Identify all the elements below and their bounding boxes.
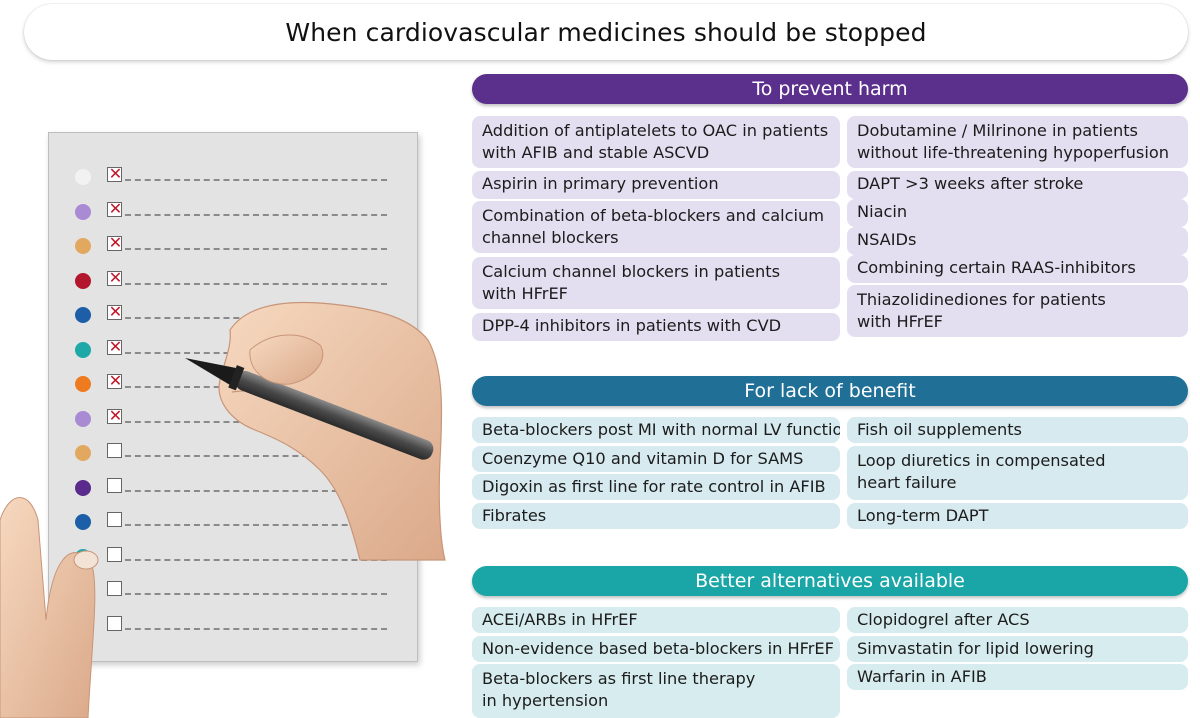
medicine-item: Digoxin as first line for rate control i… [472,474,840,500]
checkbox: ✕ [107,371,123,390]
check-mark-icon: ✕ [108,405,123,425]
checklist-row: ✕ [49,233,419,256]
medicine-item: Non-evidence based beta-blockers in HFrE… [472,636,840,662]
dashed-line [125,179,387,181]
color-dot [75,376,91,392]
dashed-line [125,627,387,630]
checkbox: ✕ [107,233,123,252]
check-mark-icon: ✕ [108,267,123,287]
dashed-line [125,593,387,595]
color-dot [75,203,91,220]
checkbox [107,512,122,527]
medicine-item: Beta-blockers as first line therapy in hy… [472,664,840,718]
dashed-line [125,558,387,561]
medicine-item: Aspirin in primary prevention [472,171,840,199]
medicine-item: Long-term DAPT [847,503,1188,529]
medicine-item: Dobutamine / Milrinone in patients withou… [847,116,1188,168]
section-header: Better alternatives available [472,566,1188,596]
dashed-line [125,524,387,526]
checkbox [107,615,122,631]
medicine-item: DAPT >3 weeks after stroke [847,171,1188,199]
dashed-line [125,455,387,457]
pen [185,358,434,460]
medicine-item: Simvastatin for lipid lowering [847,636,1188,662]
checkbox [107,546,122,562]
color-dot [75,479,91,496]
medicine-item: Combining certain RAAS-inhibitors [847,255,1188,283]
left-hand [0,497,99,718]
medicine-item: Niacin [847,199,1188,227]
medicine-item: ACEi/ARBs in HFrEF [472,607,840,633]
medicine-item: Fish oil supplements [847,417,1188,443]
medicine-item: NSAIDs [847,227,1188,255]
color-dot [75,169,91,185]
medicine-item: Calcium channel blockers in patients with… [472,257,840,309]
medicine-item: Combination of beta-blockers and calcium… [472,201,840,253]
section-header: For lack of benefit [472,376,1188,406]
color-dot [75,272,91,289]
checklist-row: ✕ [49,267,419,291]
dashed-line [125,489,387,492]
check-mark-icon: ✕ [108,164,123,183]
color-dot [75,238,91,254]
color-dot [75,445,91,461]
check-mark-icon: ✕ [108,336,123,356]
medicine-item: Addition of antiplatelets to OAC in pati… [472,116,840,168]
checkbox [107,443,122,458]
checkbox: ✕ [107,302,123,321]
checkbox: ✕ [107,405,123,425]
title-bar: When cardiovascular medicines should be … [24,4,1188,60]
right-hand [218,301,446,561]
check-mark-icon: ✕ [108,371,123,390]
check-mark-icon: ✕ [108,198,123,218]
color-dot [75,410,91,427]
checklist-row [49,477,419,498]
medicine-item: Loop diuretics in compensated heart failu… [847,446,1188,500]
medicine-item: Warfarin in AFIB [847,664,1188,690]
checklist-row [49,443,419,463]
check-mark-icon: ✕ [108,302,123,321]
color-dot [75,307,91,323]
checklist-row: ✕ [49,198,419,222]
checkbox: ✕ [107,198,123,218]
checklist-row: ✕ [49,164,419,187]
checkbox [107,477,122,493]
medicine-item: Beta-blockers post MI with normal LV fun… [472,417,840,443]
section-header: To prevent harm [472,74,1188,104]
checklist-row [49,512,419,532]
page-title: When cardiovascular medicines should be … [285,17,927,47]
color-dot [75,514,91,530]
checkbox: ✕ [107,164,123,183]
check-mark-icon: ✕ [108,233,123,252]
color-dot [75,341,91,358]
medicine-item: Fibrates [472,503,840,529]
dashed-line [125,248,387,250]
checkbox: ✕ [107,267,123,287]
checkbox [107,581,122,596]
medicine-item: Clopidogrel after ACS [847,607,1188,633]
medicine-item: DPP-4 inhibitors in patients with CVD [472,313,840,341]
dashed-line [125,282,387,285]
medicine-item: Thiazolidinediones for patients with HFrE… [847,285,1188,337]
dashed-line [125,213,387,216]
medicine-item: Coenzyme Q10 and vitamin D for SAMS [472,446,840,472]
checkbox: ✕ [107,336,123,356]
